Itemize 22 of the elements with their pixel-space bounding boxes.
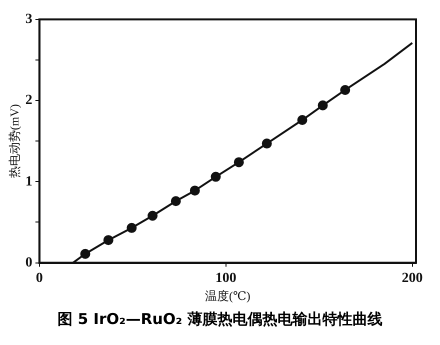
x-tick-label: 0 bbox=[36, 270, 43, 286]
y-tick-label: 2 bbox=[25, 93, 32, 108]
point bbox=[126, 222, 137, 233]
y-tick-label: 0 bbox=[25, 255, 32, 270]
point bbox=[170, 196, 181, 206]
y-axis-title: 热电动势(mV) bbox=[7, 104, 22, 178]
text: 图 5 IrO₂—RuO₂ 薄膜热电偶热电输出特性曲线 bbox=[56, 310, 384, 329]
point bbox=[190, 186, 200, 196]
x-tick-label: 200 bbox=[402, 270, 423, 286]
point bbox=[340, 84, 350, 95]
x-axis-title: 温度(℃) bbox=[204, 288, 250, 303]
x-tick-label: 100 bbox=[215, 270, 236, 286]
point bbox=[148, 210, 158, 221]
point bbox=[103, 235, 114, 246]
y-tick-label: 1 bbox=[25, 174, 32, 190]
point bbox=[318, 100, 328, 110]
point bbox=[80, 248, 90, 259]
point bbox=[262, 138, 272, 149]
point bbox=[234, 157, 244, 168]
y-tick-label: 3 bbox=[25, 12, 32, 28]
point bbox=[297, 115, 308, 126]
point bbox=[210, 172, 221, 182]
